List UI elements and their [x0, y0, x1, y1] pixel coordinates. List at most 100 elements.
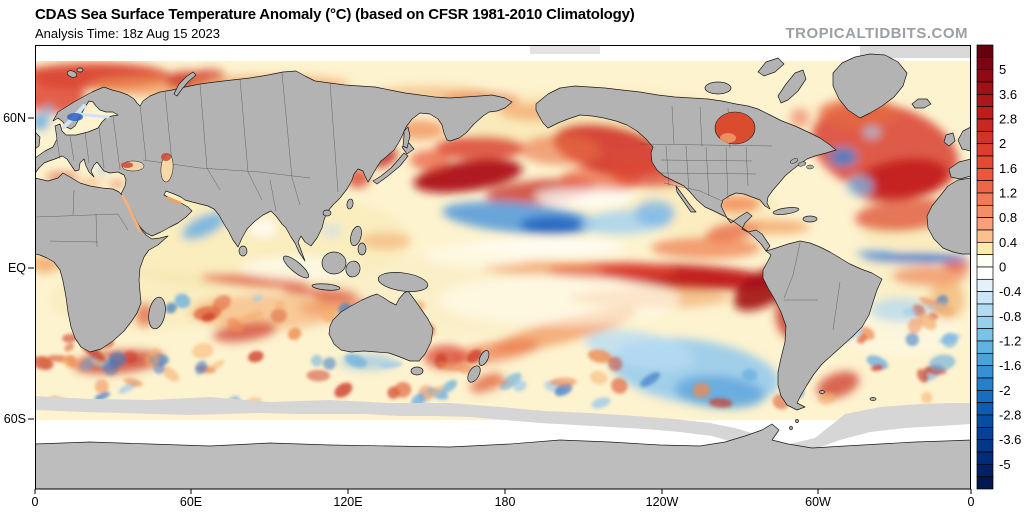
page-title: CDAS Sea Surface Temperature Anomaly (°C…	[35, 6, 635, 23]
colorbar-segment	[976, 204, 994, 219]
anomaly-blob	[520, 216, 584, 234]
eddy-blob	[306, 369, 330, 382]
new-zealand-north	[478, 350, 490, 366]
eddy-blob	[640, 372, 661, 387]
colorbar-segment	[976, 352, 994, 367]
falkland-islands	[819, 390, 825, 394]
colorbar-segment	[976, 426, 994, 441]
sri-lanka	[238, 245, 248, 257]
watermark: TROPICALTIDBITS.COM	[785, 25, 968, 42]
baffin-island	[777, 69, 807, 104]
colorbar-segment	[976, 414, 994, 428]
sea-anomaly-spot	[161, 153, 171, 161]
colorbar-segment	[976, 254, 994, 268]
svalbard-east	[76, 67, 84, 73]
eddy-blob	[818, 392, 836, 405]
colorbar-segment	[976, 229, 994, 243]
colorbar-segment	[976, 476, 994, 490]
anomaly-blob	[200, 273, 310, 289]
colorbar-segment	[976, 340, 994, 354]
sea-anomaly-spot	[67, 113, 83, 121]
hispaniola	[802, 215, 818, 223]
eddy-blob	[870, 364, 884, 372]
eddy-blob	[486, 377, 509, 386]
colorbar-segment	[976, 81, 994, 95]
australia	[328, 290, 434, 362]
colorbar: 5 3.6 2.8 2 1.6 1.2 0.8 0.4 0 -0.4 -0.8 -1.2 -1.6 -2 -…	[976, 44, 1021, 490]
great-lake	[790, 158, 798, 164]
colorbar-label: 0.4	[999, 235, 1017, 250]
colorbar-segment	[976, 402, 994, 416]
eddy-blob	[195, 360, 208, 375]
southern-ocean-eddy-layer	[35, 293, 961, 410]
latitude-axis: 60N EQ 60S	[3, 111, 34, 426]
colorbar-segment	[976, 266, 994, 280]
colorbar-segment	[976, 44, 994, 58]
eddy-blob	[94, 391, 111, 401]
eddy-blob	[161, 366, 180, 382]
lon-tick-label: 60E	[180, 495, 202, 509]
eddy-blob	[499, 372, 522, 390]
eddy-blob	[918, 313, 937, 330]
anomaly-blob	[651, 237, 761, 259]
eddy-blob	[321, 309, 336, 323]
colorbar-segment	[976, 56, 994, 71]
eddy-blob	[310, 354, 323, 367]
eddy-blob	[921, 392, 933, 404]
colorbar-label: -1.2	[999, 334, 1021, 349]
eddy-blob	[856, 334, 868, 344]
ellesmere-island	[757, 57, 785, 77]
eddy-blob	[379, 361, 403, 368]
sea-ice-band	[35, 396, 971, 452]
colorbar-label: 0	[999, 260, 1006, 275]
colorbar-label: 0.8	[999, 210, 1017, 225]
colorbar-segment	[976, 377, 994, 391]
colorbar-segment	[976, 291, 994, 305]
eddy-blob	[590, 371, 608, 385]
eddy-blob	[323, 357, 336, 370]
england-left-edge	[35, 131, 41, 150]
eddy-blob	[108, 351, 127, 367]
colorbar-segment	[976, 278, 994, 293]
anomaly-blob	[740, 220, 810, 234]
anomaly-blob	[42, 106, 54, 116]
lat-tick-label: 60N	[3, 111, 26, 125]
new-guinea	[377, 272, 429, 292]
anomaly-blob	[870, 298, 930, 322]
colorbar-label: -3.6	[999, 432, 1021, 447]
eddy-blob	[67, 355, 78, 368]
red-sea	[121, 194, 142, 233]
anomaly-blob	[109, 181, 125, 187]
eddy-blob	[709, 398, 733, 408]
eddy-blob	[741, 368, 758, 382]
eddy-blob	[344, 353, 367, 368]
colorbar-label: -0.4	[999, 284, 1021, 299]
eddy-blob	[929, 354, 956, 371]
eddy-blob	[144, 352, 160, 368]
colorbar-segment	[976, 106, 994, 120]
eddy-blob	[907, 317, 922, 334]
eddy-blob	[513, 380, 527, 392]
anomaly-blob	[847, 176, 873, 196]
colorbar-label: -0.8	[999, 309, 1021, 324]
anomaly-blob	[790, 108, 810, 128]
water-overlays	[62, 104, 814, 233]
colorbar-label: 1.2	[999, 186, 1017, 201]
eddy-blob	[274, 301, 285, 311]
colorbar-label: 2.8	[999, 112, 1017, 127]
ireland	[943, 132, 956, 147]
lon-tick-label: 120E	[333, 495, 362, 509]
new-zealand-south	[467, 365, 481, 383]
eddy-blob	[549, 377, 577, 387]
colorbar-segment	[976, 389, 994, 404]
eddy-blob	[212, 295, 231, 312]
eddy-blob	[933, 303, 955, 316]
anomaly-blob	[314, 295, 370, 305]
anomaly-blob	[440, 275, 680, 325]
eddy-blob	[608, 356, 623, 372]
persian-gulf	[166, 196, 182, 205]
colorbar-label: 1.6	[999, 161, 1017, 176]
novaya-zemlya	[173, 71, 197, 97]
colorbar-segment	[976, 180, 994, 194]
antarctica	[35, 423, 971, 489]
